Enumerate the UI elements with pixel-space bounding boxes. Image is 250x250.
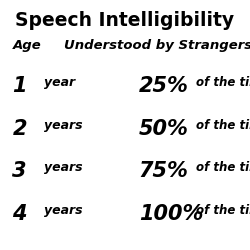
Text: 50%: 50% — [139, 119, 189, 139]
Text: 25%: 25% — [139, 76, 189, 96]
Text: 4: 4 — [12, 204, 27, 224]
Text: of the time: of the time — [196, 76, 250, 89]
Text: of the time: of the time — [196, 161, 250, 174]
Text: years: years — [44, 161, 82, 174]
Text: year: year — [44, 76, 75, 89]
Text: years: years — [44, 119, 82, 132]
Text: 2: 2 — [12, 119, 27, 139]
Text: years: years — [44, 204, 82, 217]
Text: Understood by Strangers: Understood by Strangers — [64, 39, 250, 52]
Text: 75%: 75% — [139, 161, 189, 181]
Text: 1: 1 — [12, 76, 27, 96]
Text: Age: Age — [12, 39, 41, 52]
Text: of the time: of the time — [196, 204, 250, 217]
Text: 3: 3 — [12, 161, 27, 181]
Text: 100%: 100% — [139, 204, 203, 224]
Text: of the time: of the time — [196, 119, 250, 132]
Text: Speech Intelligibility: Speech Intelligibility — [16, 11, 234, 30]
